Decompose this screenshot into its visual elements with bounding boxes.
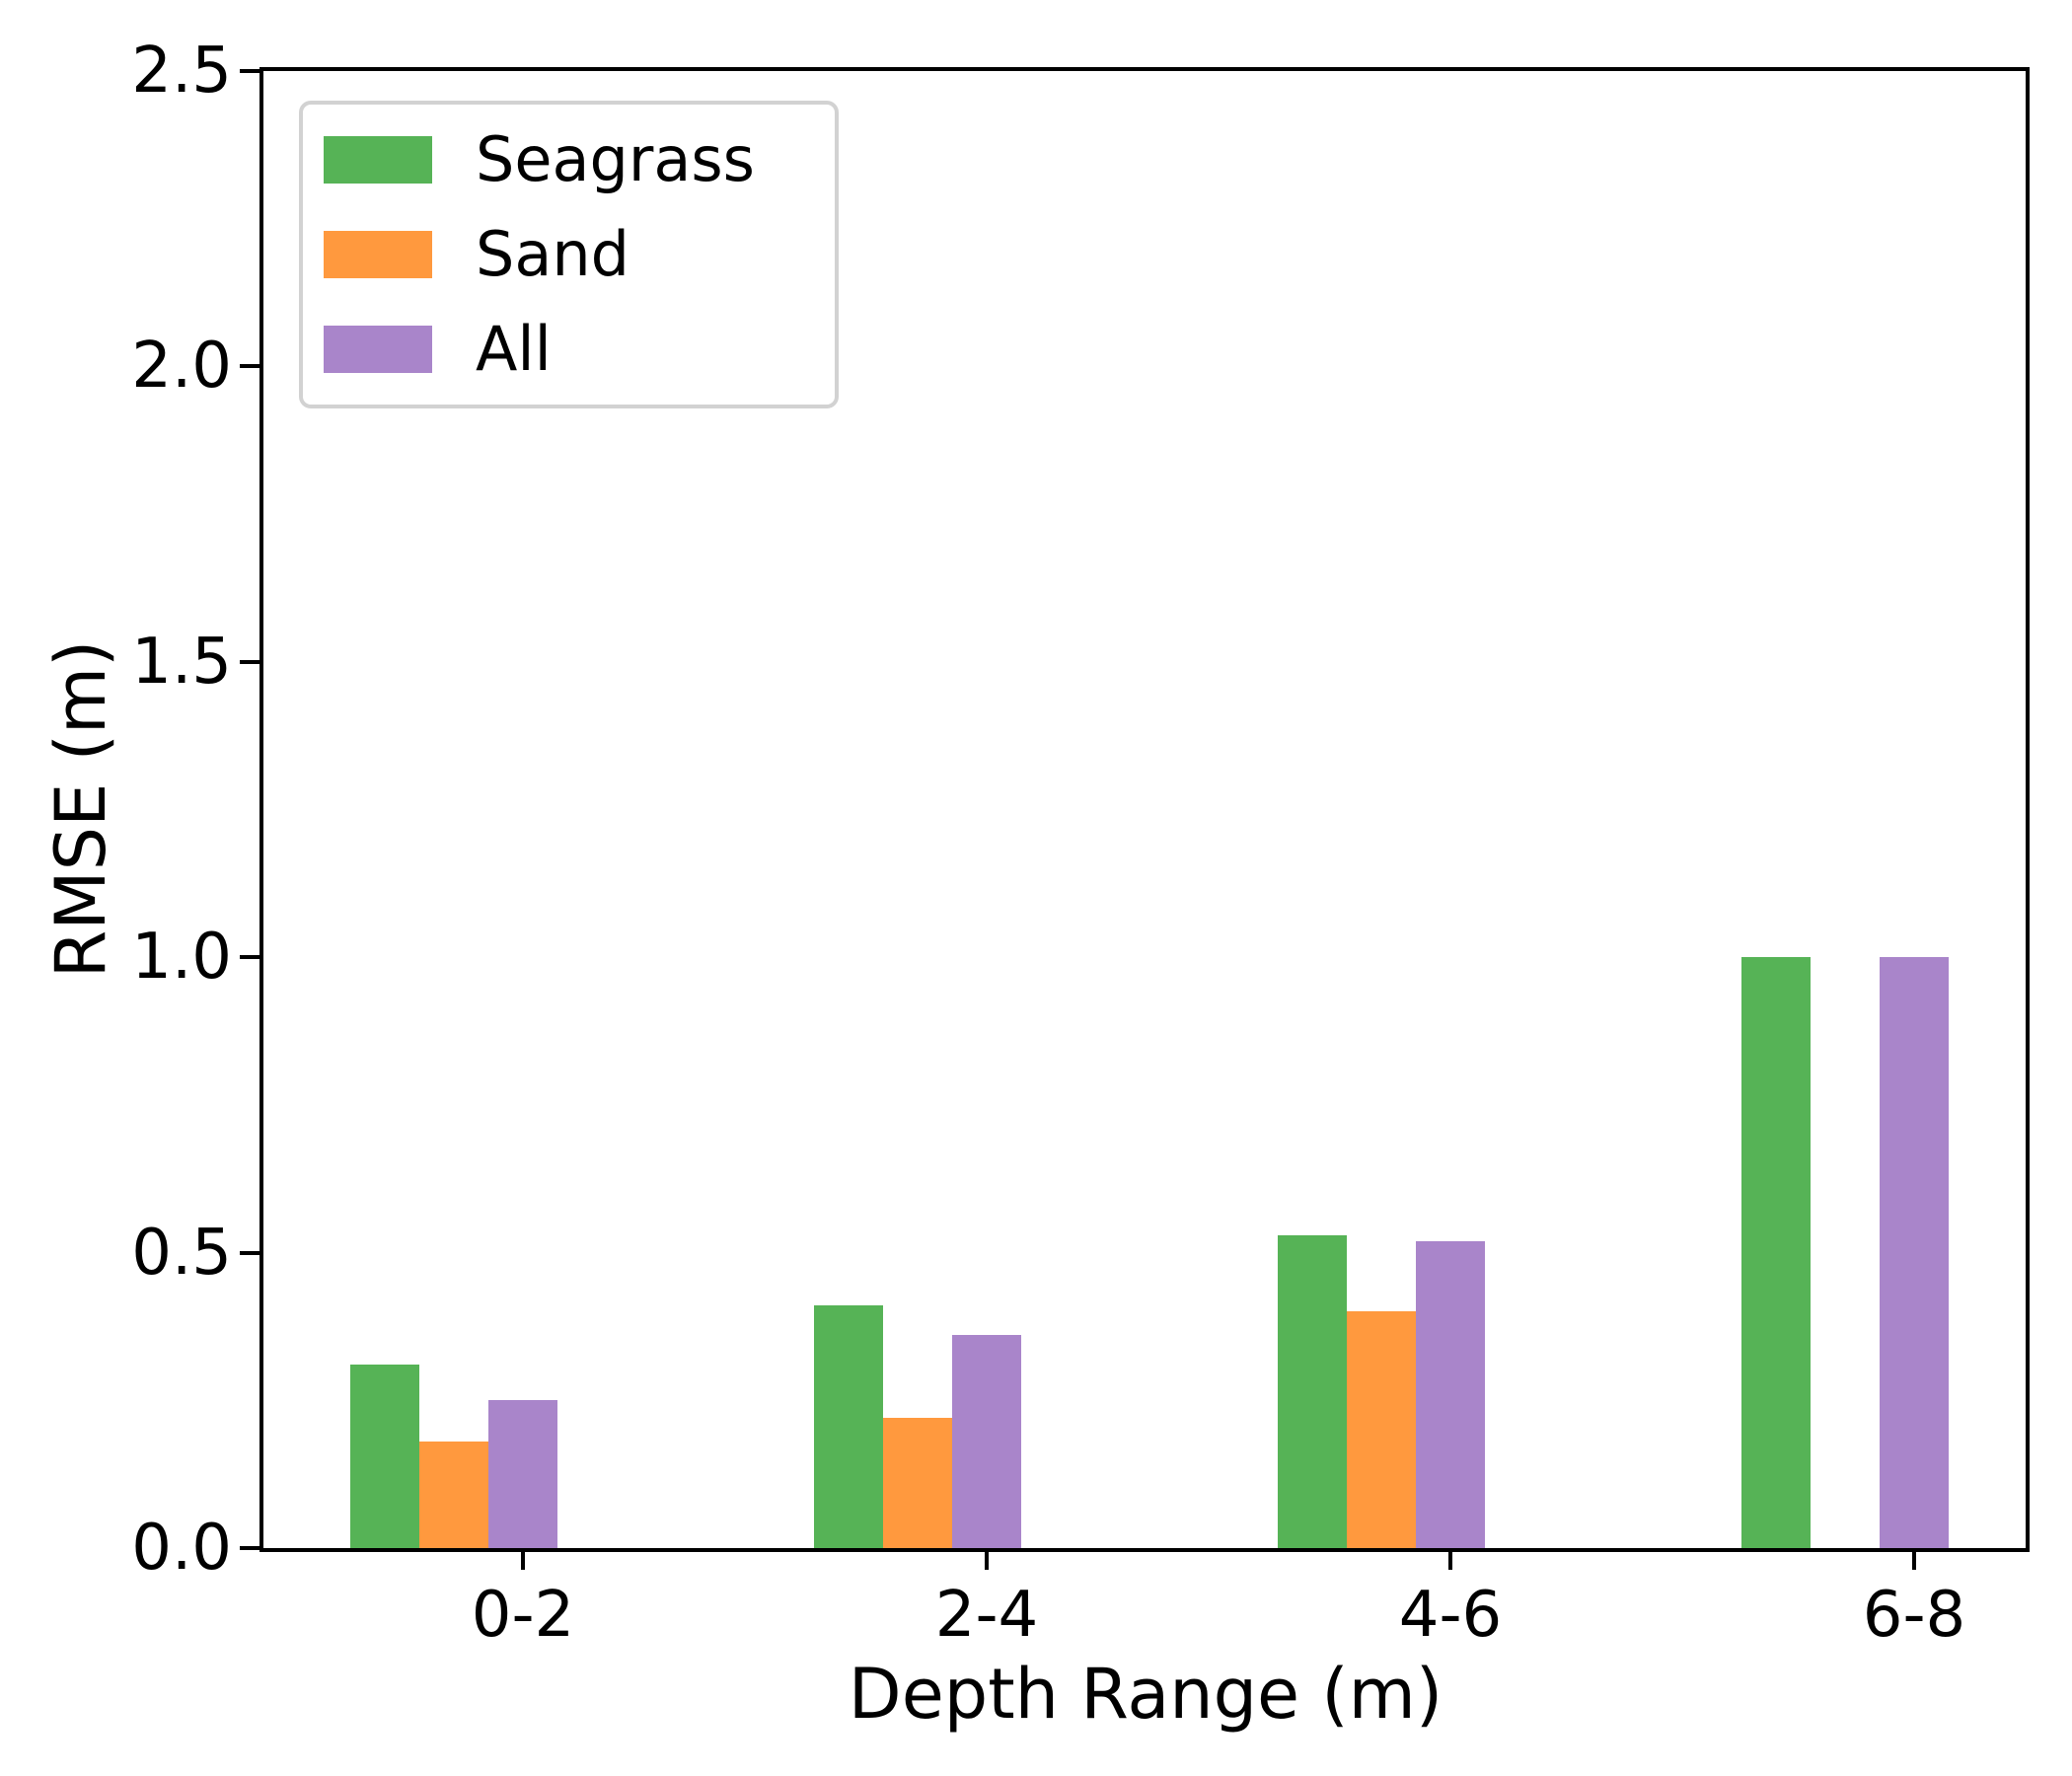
bar-sand-0-2 [419, 1442, 488, 1548]
bar-sand-4-6 [1347, 1311, 1416, 1548]
legend-swatch-all [324, 326, 432, 373]
legend-label-seagrass: Seagrass [476, 123, 755, 195]
x-tick [985, 1552, 989, 1570]
y-tick-label: 2.5 [131, 35, 232, 108]
bar-all-4-6 [1416, 1241, 1485, 1548]
y-tick-label: 2.0 [131, 330, 232, 404]
bar-seagrass-2-4 [814, 1305, 883, 1548]
bar-all-2-4 [952, 1335, 1021, 1548]
y-tick [240, 69, 259, 73]
bar-seagrass-0-2 [350, 1365, 419, 1548]
legend-item-all: All [303, 313, 835, 386]
x-tick-label: 4-6 [1398, 1579, 1503, 1652]
bar-all-0-2 [488, 1400, 557, 1548]
bar-seagrass-6-8 [1741, 957, 1811, 1548]
bar-all-6-8 [1880, 957, 1949, 1548]
legend-swatch-seagrass [324, 136, 432, 184]
y-tick [240, 1546, 259, 1550]
x-tick-label: 0-2 [471, 1579, 575, 1652]
bar-sand-2-4 [883, 1418, 952, 1548]
y-tick-label: 1.0 [131, 921, 232, 995]
bar-seagrass-4-6 [1278, 1235, 1347, 1548]
legend-label-sand: Sand [476, 218, 629, 290]
y-tick-label: 0.0 [131, 1512, 232, 1585]
y-tick [240, 955, 259, 960]
plot-area: Seagrass Sand All [259, 67, 2030, 1552]
legend-swatch-sand [324, 231, 432, 278]
legend-item-sand: Sand [303, 218, 835, 291]
x-axis-label: Depth Range (m) [848, 1654, 1443, 1735]
y-tick [240, 659, 259, 664]
y-tick-label: 0.5 [131, 1216, 232, 1290]
legend-item-seagrass: Seagrass [303, 123, 835, 196]
y-tick [240, 364, 259, 369]
x-tick [1912, 1552, 1916, 1570]
y-axis-label: RMSE (m) [40, 639, 121, 979]
y-tick [240, 1250, 259, 1255]
y-tick-label: 1.5 [131, 625, 232, 699]
x-tick [521, 1552, 525, 1570]
x-tick-label: 2-4 [934, 1579, 1039, 1652]
legend-label-all: All [476, 313, 552, 385]
x-tick-label: 6-8 [1862, 1579, 1966, 1652]
legend: Seagrass Sand All [299, 101, 839, 408]
x-tick [1448, 1552, 1452, 1570]
